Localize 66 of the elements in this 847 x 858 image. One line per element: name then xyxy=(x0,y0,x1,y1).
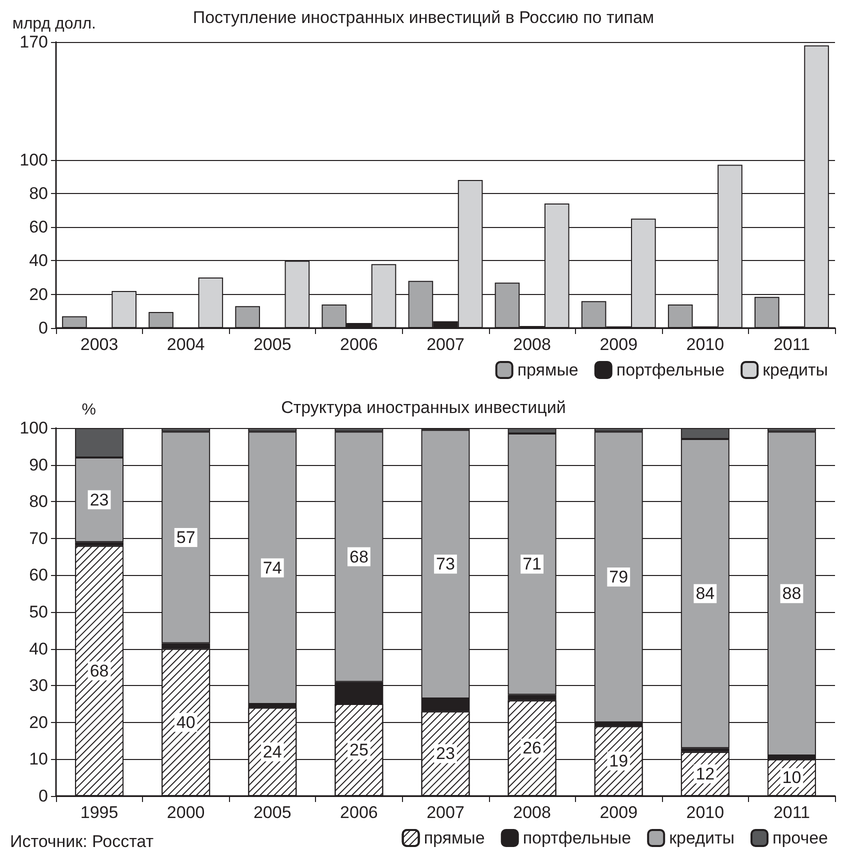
x-tick-label: 2010 xyxy=(686,335,724,354)
y-tick-label: 30 xyxy=(29,676,48,696)
y-axis-title: % xyxy=(82,402,96,418)
y-tick-label: 0 xyxy=(38,786,48,806)
data-label: 19 xyxy=(609,752,628,771)
legend-label: прямые xyxy=(517,360,578,380)
y-tick-label: 90 xyxy=(29,455,48,474)
x-tick-label: 2008 xyxy=(513,335,551,354)
legend-label: портфельные xyxy=(616,360,725,380)
data-label: 74 xyxy=(262,558,282,578)
x-tick-label: 2011 xyxy=(773,803,810,822)
data-label: 57 xyxy=(176,528,196,547)
x-tick-label: 2009 xyxy=(600,335,638,354)
x-tick-label: 2000 xyxy=(166,803,205,822)
x-tick-label: 2005 xyxy=(253,803,292,822)
x-tick-label: 2010 xyxy=(686,803,724,822)
y-tick-label: 170 xyxy=(20,32,48,52)
data-label: 79 xyxy=(609,568,628,587)
y-tick-label: 0 xyxy=(38,318,48,338)
y-tick-label: 50 xyxy=(29,602,48,622)
x-tick-label: 2008 xyxy=(513,803,551,822)
y-tick-label: 100 xyxy=(20,150,48,170)
data-label: 26 xyxy=(522,738,542,758)
data-label: 73 xyxy=(436,554,455,574)
legend-label: кредиты xyxy=(669,828,735,848)
data-label: 40 xyxy=(176,712,196,732)
x-tick-label: 2009 xyxy=(600,803,638,822)
x-tick-label: 2007 xyxy=(426,335,464,354)
y-tick-label: 20 xyxy=(29,284,48,304)
legend-label: портфельные xyxy=(522,828,632,848)
y-tick-label: 10 xyxy=(29,750,48,769)
y-axis-title: млрд долл. xyxy=(12,16,96,32)
x-tick-label: 2004 xyxy=(166,335,205,354)
text: Источник: Росстат xyxy=(10,832,154,851)
data-label: 23 xyxy=(436,744,455,764)
x-tick-label: 2006 xyxy=(340,335,378,354)
data-label: 68 xyxy=(90,661,109,680)
data-label: 25 xyxy=(349,740,368,760)
data-label: 10 xyxy=(782,768,802,788)
y-tick-label: 60 xyxy=(29,566,48,585)
legend-label: прямые xyxy=(424,828,485,848)
data-label: 24 xyxy=(262,742,282,762)
y-tick-label: 40 xyxy=(29,251,48,270)
legend-label: кредиты xyxy=(762,360,828,380)
data-label: 68 xyxy=(349,547,368,566)
x-tick-label: 1995 xyxy=(80,803,118,822)
data-label: 84 xyxy=(696,584,715,604)
data-label: 71 xyxy=(522,554,542,574)
x-tick-label: 2006 xyxy=(340,803,378,822)
y-tick-label: 20 xyxy=(29,712,48,732)
legend-label: прочее xyxy=(772,828,828,848)
x-tick-label: 2011 xyxy=(773,335,810,354)
y-tick-label: 80 xyxy=(29,492,48,512)
y-tick-label: 60 xyxy=(29,218,48,237)
y-tick-label: 80 xyxy=(29,184,48,203)
chart-title: Структура иностранных инвестиций xyxy=(281,398,566,417)
x-tick-label: 2005 xyxy=(253,335,292,354)
y-tick-label: 100 xyxy=(20,418,48,438)
data-label: 88 xyxy=(782,584,802,604)
data-label: 12 xyxy=(696,764,715,784)
data-label: 23 xyxy=(90,490,109,510)
y-tick-label: 70 xyxy=(29,528,48,548)
chart-title: Поступление иностранных инвестиций в Россию по типам xyxy=(192,8,654,27)
y-tick-label: 40 xyxy=(29,639,48,658)
x-tick-label: 2007 xyxy=(426,803,464,822)
x-tick-label: 2003 xyxy=(80,335,118,354)
